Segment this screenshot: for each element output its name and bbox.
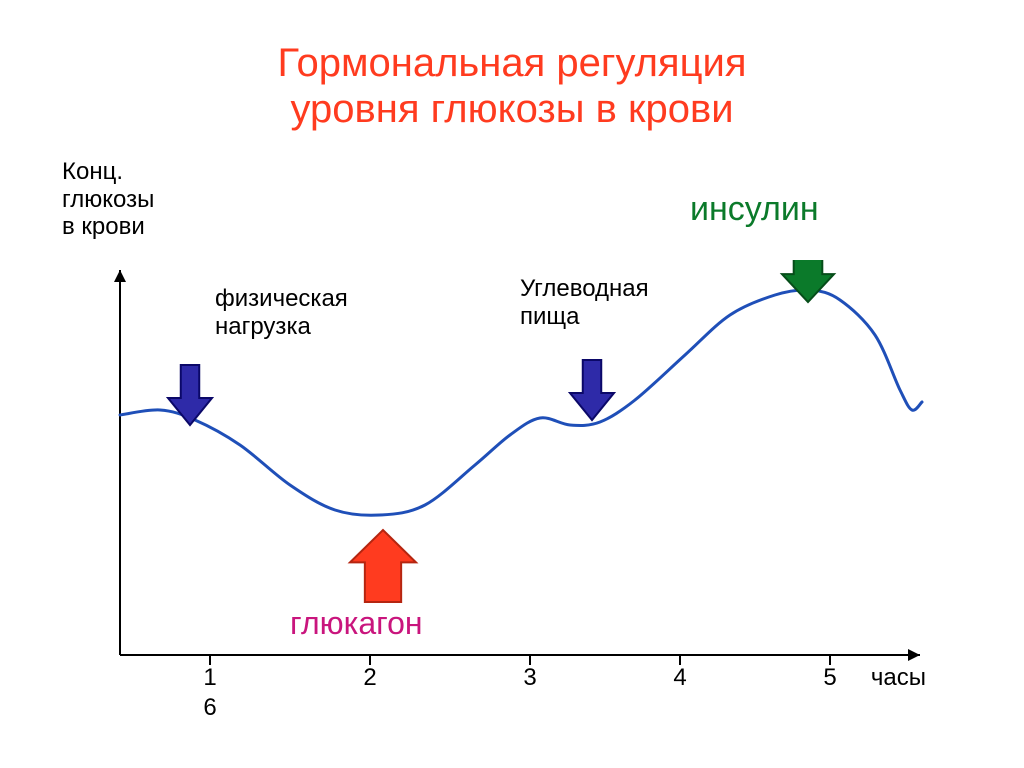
annotation-insulin-label: инсулин bbox=[690, 190, 819, 229]
title-line1: Гормональная регуляция bbox=[278, 41, 747, 85]
y-axis-label-l1: Конц. bbox=[62, 158, 123, 185]
x-tick-label: 2 bbox=[363, 664, 376, 691]
x-tick-label: 4 bbox=[673, 664, 686, 691]
arrow-exercise bbox=[168, 365, 212, 425]
arrow-insulin bbox=[782, 260, 834, 302]
x-tick-label: 3 bbox=[523, 664, 536, 691]
x-tick-label-extra: 6 bbox=[203, 694, 216, 721]
chart-svg: 1 2 3 4 5 часы 6 bbox=[90, 260, 930, 730]
slide: { "title": { "line1": "Гормональная регу… bbox=[0, 0, 1024, 768]
y-axis-label-l2: глюкозы bbox=[62, 186, 154, 213]
glucose-curve bbox=[120, 290, 922, 515]
arrow-carbs bbox=[570, 360, 614, 420]
chart-title: Гормональная регуляция уровня глюкозы в … bbox=[0, 40, 1024, 132]
x-tick-label: 5 bbox=[823, 664, 836, 691]
chart-canvas: 12345часы6 bbox=[90, 260, 930, 690]
arrow-glucagon bbox=[350, 530, 416, 602]
y-axis-label-l3: в крови bbox=[62, 213, 145, 240]
x-axis-title: часы bbox=[871, 664, 926, 691]
x-tick-label: 1 bbox=[203, 664, 216, 691]
title-line2: уровня глюкозы в крови bbox=[290, 87, 733, 131]
y-axis-label: Конц. глюкозы в крови bbox=[62, 158, 154, 241]
